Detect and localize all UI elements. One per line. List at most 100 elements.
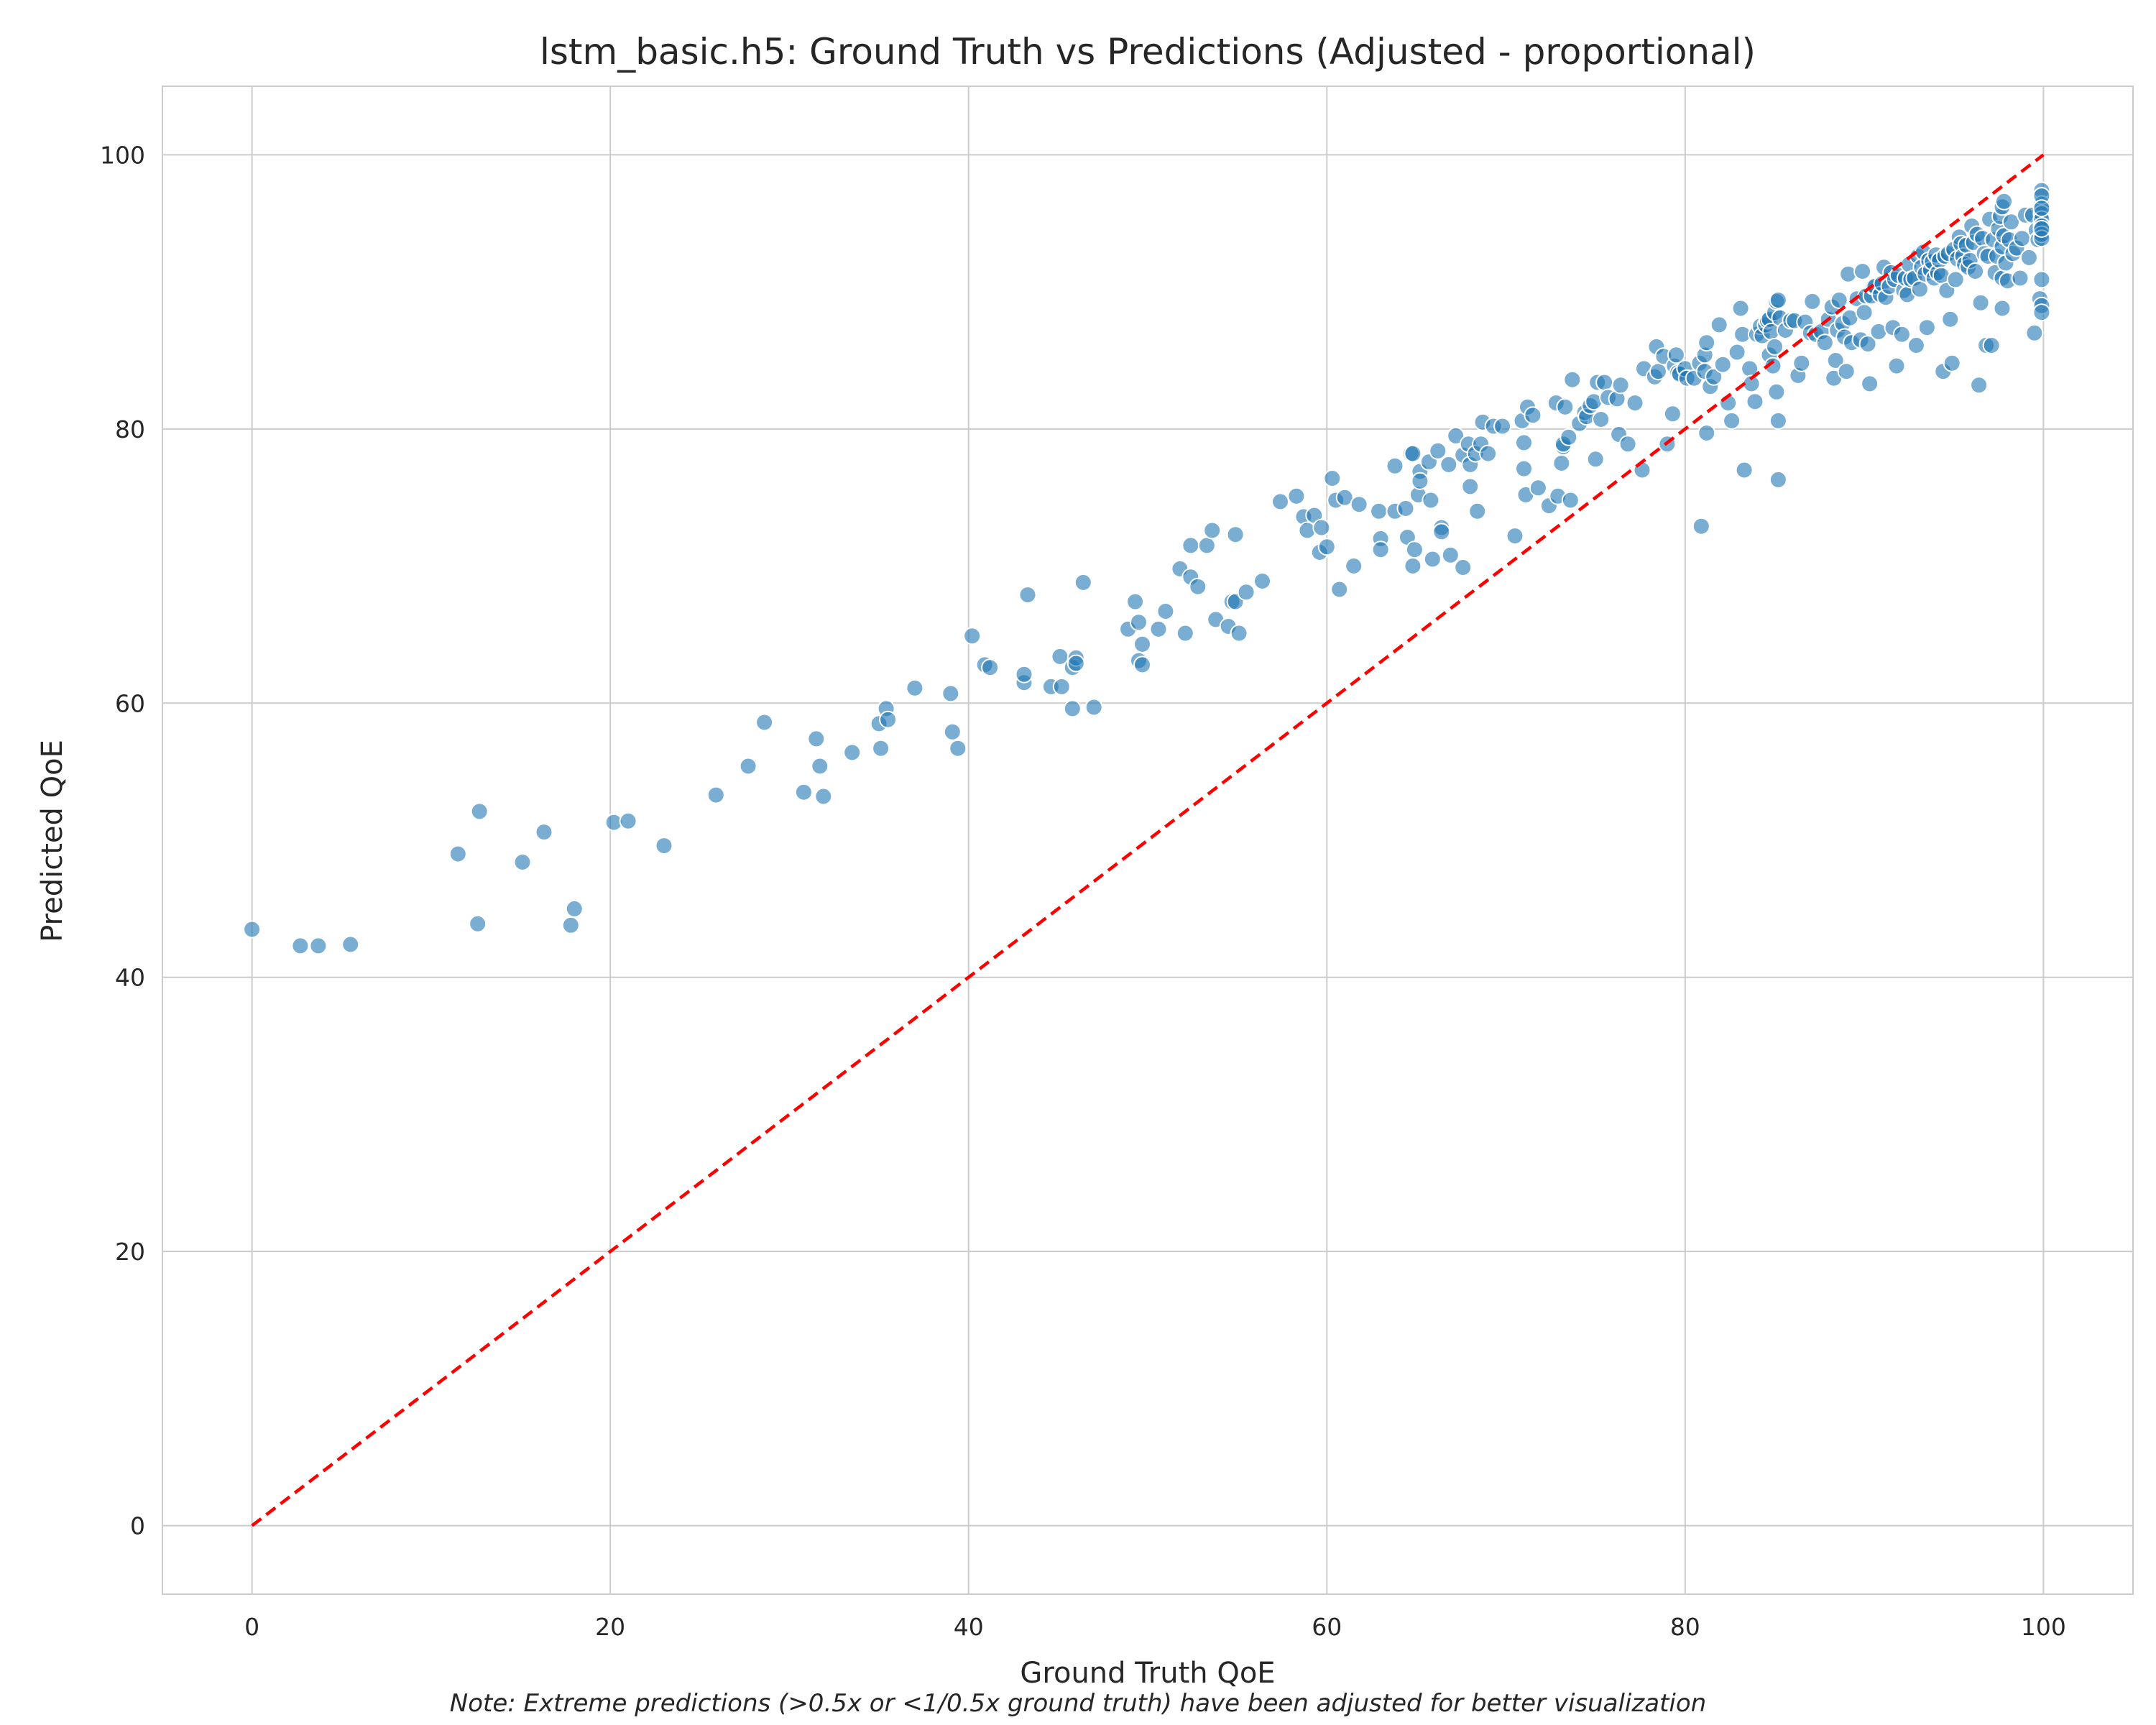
data-point bbox=[1626, 394, 1644, 413]
data-point bbox=[1156, 602, 1175, 620]
data-point bbox=[1731, 299, 1750, 318]
data-point bbox=[1404, 444, 1422, 463]
data-point bbox=[1728, 343, 1746, 362]
data-point bbox=[1769, 291, 1787, 309]
data-point bbox=[1556, 397, 1575, 416]
data-point bbox=[1529, 479, 1547, 497]
data-point bbox=[2011, 269, 2030, 288]
data-point bbox=[1461, 477, 1480, 496]
data-point bbox=[513, 853, 532, 871]
data-point bbox=[1181, 536, 1200, 555]
data-point bbox=[1611, 376, 1630, 395]
data-point bbox=[1723, 411, 1741, 430]
data-point bbox=[963, 627, 982, 645]
data-point bbox=[1479, 444, 1498, 463]
data-point bbox=[1697, 334, 1716, 352]
data-point bbox=[1592, 410, 1611, 428]
data-point bbox=[1692, 517, 1710, 535]
data-point bbox=[1404, 557, 1422, 575]
x-tick-label: 60 bbox=[1312, 1613, 1342, 1641]
data-point bbox=[1312, 518, 1331, 537]
data-point bbox=[1067, 654, 1085, 673]
data-point bbox=[1287, 487, 1306, 505]
data-point bbox=[2032, 270, 2051, 289]
data-point bbox=[1830, 291, 1848, 309]
data-point bbox=[1746, 392, 1764, 411]
data-point bbox=[1130, 613, 1148, 632]
data-point bbox=[1515, 459, 1533, 478]
data-point bbox=[739, 757, 757, 776]
data-point bbox=[872, 739, 890, 758]
data-point bbox=[1595, 373, 1614, 392]
data-point bbox=[1826, 351, 1845, 369]
data-point bbox=[1018, 586, 1037, 604]
data-point bbox=[1971, 293, 1990, 312]
x-tick-label: 0 bbox=[244, 1613, 259, 1641]
data-point bbox=[2032, 303, 2051, 322]
data-point bbox=[1561, 491, 1580, 510]
data-point bbox=[1063, 699, 1082, 718]
data-point bbox=[1887, 356, 1906, 375]
data-point bbox=[1133, 656, 1151, 674]
data-point bbox=[1892, 325, 1911, 344]
data-point bbox=[1855, 303, 1874, 322]
data-point bbox=[561, 916, 580, 934]
data-point bbox=[1803, 292, 1822, 310]
data-point bbox=[619, 811, 637, 830]
data-point bbox=[1432, 523, 1451, 541]
data-point bbox=[2019, 248, 2038, 267]
y-tick-label: 60 bbox=[115, 689, 145, 717]
data-point bbox=[1815, 334, 1834, 352]
data-point bbox=[1230, 624, 1248, 643]
data-point bbox=[1386, 456, 1404, 475]
data-point bbox=[1858, 335, 1877, 354]
data-point bbox=[1330, 580, 1349, 599]
data-point bbox=[1713, 355, 1732, 374]
data-point bbox=[1910, 280, 1929, 298]
data-point bbox=[1189, 577, 1207, 596]
data-point bbox=[706, 786, 725, 804]
data-points bbox=[243, 181, 2051, 955]
data-point bbox=[1907, 336, 1925, 354]
x-tick-label: 40 bbox=[954, 1613, 984, 1641]
data-point bbox=[470, 802, 489, 821]
data-point bbox=[2032, 219, 2051, 238]
data-point bbox=[1705, 367, 1723, 386]
data-point bbox=[1560, 428, 1578, 446]
grid-lines bbox=[162, 86, 2133, 1594]
data-point bbox=[1133, 635, 1151, 653]
data-point bbox=[1515, 433, 1533, 452]
data-point bbox=[1697, 424, 1716, 442]
data-point bbox=[811, 757, 829, 776]
y-tick-label: 0 bbox=[130, 1512, 145, 1540]
data-point bbox=[1423, 550, 1442, 569]
data-point bbox=[1563, 370, 1582, 389]
data-point bbox=[1126, 592, 1145, 611]
y-tick-label: 80 bbox=[115, 415, 145, 443]
data-point bbox=[1943, 354, 1961, 372]
data-point bbox=[1493, 417, 1512, 436]
data-point bbox=[1946, 270, 1965, 289]
y-tick-label: 100 bbox=[100, 141, 145, 169]
tick-labels: 0 20 40 60 80 100 0 20 40 60 80 100 bbox=[100, 141, 2066, 1641]
data-point bbox=[879, 710, 898, 729]
data-point bbox=[1966, 262, 1985, 280]
data-point bbox=[1970, 376, 1989, 395]
data-point bbox=[1710, 316, 1728, 334]
data-point bbox=[1995, 192, 2013, 211]
data-point bbox=[1429, 441, 1447, 460]
data-point bbox=[1837, 362, 1856, 381]
x-axis-label: Ground Truth QoE bbox=[1020, 1657, 1275, 1690]
data-point bbox=[1350, 495, 1368, 514]
data-point bbox=[807, 730, 826, 748]
footnote: Note: Extreme predictions (>0.5x or <1/0… bbox=[450, 1689, 1706, 1718]
data-point bbox=[943, 722, 962, 741]
data-point bbox=[1323, 469, 1342, 487]
data-point bbox=[1052, 677, 1071, 696]
data-point bbox=[1735, 461, 1754, 479]
data-point bbox=[1271, 492, 1289, 511]
data-point bbox=[469, 914, 487, 933]
data-point bbox=[1203, 521, 1222, 540]
data-point bbox=[1317, 538, 1336, 556]
data-point bbox=[1769, 411, 1787, 430]
